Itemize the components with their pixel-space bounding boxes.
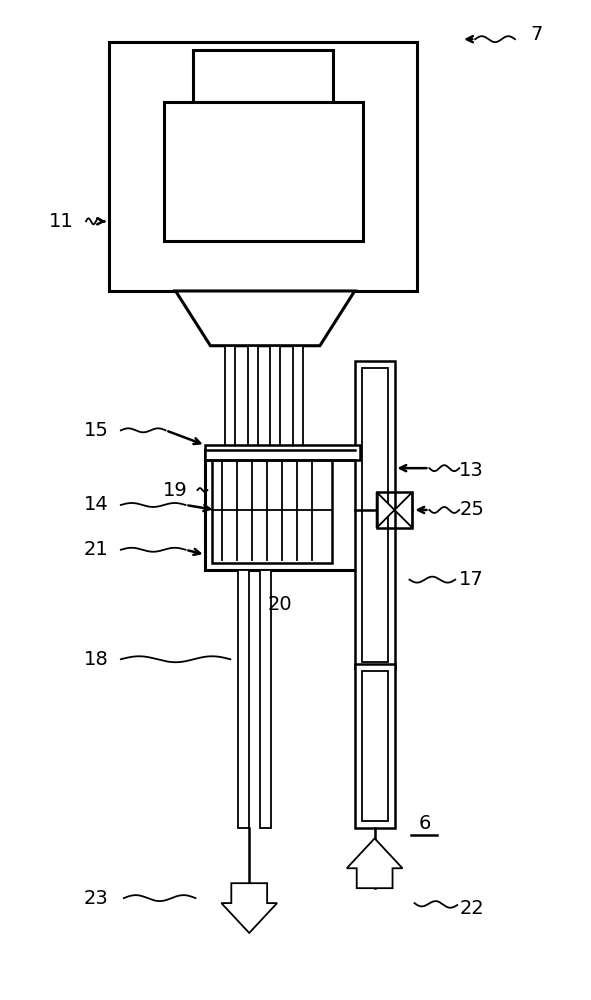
- Polygon shape: [164, 102, 363, 241]
- Text: 6: 6: [418, 814, 431, 833]
- Polygon shape: [376, 492, 413, 528]
- Polygon shape: [176, 291, 355, 346]
- Text: 20: 20: [268, 595, 293, 614]
- Text: 21: 21: [83, 540, 108, 559]
- Polygon shape: [347, 838, 402, 888]
- Polygon shape: [109, 42, 417, 291]
- Text: 23: 23: [83, 889, 108, 908]
- Text: 17: 17: [459, 570, 484, 589]
- Text: 19: 19: [163, 481, 188, 500]
- Polygon shape: [270, 346, 280, 510]
- Text: 13: 13: [459, 461, 484, 480]
- Polygon shape: [225, 346, 235, 510]
- Text: 14: 14: [83, 495, 108, 514]
- Polygon shape: [355, 664, 395, 828]
- Text: 7: 7: [531, 25, 543, 44]
- Text: 18: 18: [83, 650, 108, 669]
- Polygon shape: [362, 368, 388, 662]
- Polygon shape: [238, 570, 249, 828]
- Polygon shape: [193, 50, 333, 102]
- Polygon shape: [206, 445, 360, 460]
- Polygon shape: [260, 570, 271, 828]
- Polygon shape: [355, 361, 395, 669]
- Polygon shape: [222, 883, 277, 933]
- Polygon shape: [248, 346, 258, 510]
- Text: 11: 11: [48, 212, 73, 231]
- Polygon shape: [293, 346, 303, 510]
- Polygon shape: [212, 455, 332, 563]
- Polygon shape: [362, 671, 388, 821]
- Text: 25: 25: [459, 500, 484, 519]
- Text: 22: 22: [459, 899, 484, 918]
- Text: 15: 15: [83, 421, 108, 440]
- Polygon shape: [206, 450, 379, 570]
